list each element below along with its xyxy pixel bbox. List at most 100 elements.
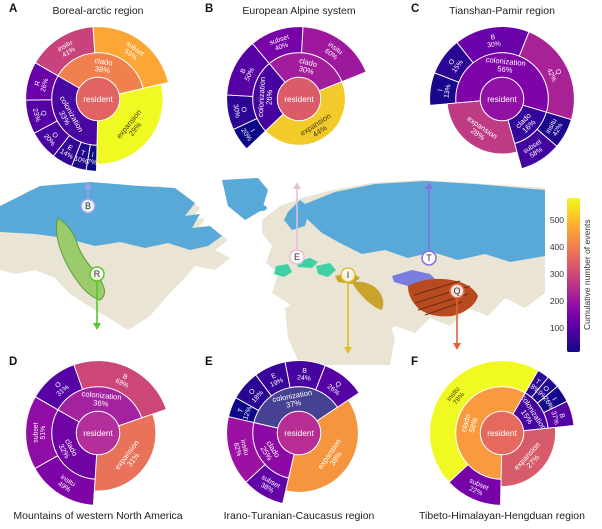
region-boreal-arctic-eurasia <box>300 181 545 262</box>
panel-letter: A <box>9 3 18 15</box>
sunburst-segment-R <box>25 62 59 101</box>
segment-label: B37% <box>549 408 566 425</box>
colorbar-gradient <box>567 198 580 352</box>
center-label: resident <box>487 94 517 104</box>
marker-arrowhead-I <box>344 347 352 354</box>
center-circle <box>276 76 322 122</box>
sunburst-chart-f: colonization15%T18% O19% I26%B37%expansion… <box>429 360 575 506</box>
marker-letter-R: R <box>94 269 101 279</box>
center-circle <box>75 76 121 122</box>
marker-circle-Q <box>449 283 465 299</box>
center-label: resident <box>487 428 517 438</box>
sunburst-chart-e: colonization37%T12%O18%E19%B24%Q26%expan… <box>226 360 360 505</box>
panel-letter: C <box>411 3 420 15</box>
segment-label: T12% <box>236 403 254 421</box>
center-label: resident <box>284 94 314 104</box>
segment-label: Q23% <box>31 106 48 123</box>
sunburst-segment-subset <box>25 396 59 470</box>
sunburst-segment-insitu <box>226 416 266 483</box>
panel-letter: E <box>205 356 213 368</box>
sunburst-segment-subset <box>92 26 170 89</box>
panel-header: A Boreal-arctic region <box>0 0 196 22</box>
colorbar-ticks: 500 400 300 200 100 <box>547 200 567 350</box>
region-boreal-arctic-greenland <box>222 178 268 220</box>
marker-circle-E <box>289 249 305 265</box>
segment-label: E19% <box>266 370 284 389</box>
panel-letter: D <box>9 356 18 368</box>
segment-label: O30% <box>231 102 248 118</box>
segment-label: colonization36% <box>80 389 122 410</box>
center-label: resident <box>83 94 113 104</box>
marker-letter-I: I <box>347 270 350 280</box>
marker-arrowhead-E <box>293 182 301 189</box>
world-map-svg: B R E I T Q <box>0 178 545 365</box>
colorbar: 500 400 300 200 100 Cumulative number of eve… <box>547 198 602 370</box>
sunburst-segment-subset <box>514 128 558 170</box>
colorbar-tick: 200 <box>549 296 564 306</box>
marker-arrowhead-Q <box>453 343 461 350</box>
center-circle <box>276 410 322 456</box>
marker-arrowhead-B <box>84 182 92 189</box>
segment-label: R26% <box>33 76 50 93</box>
panel-title: Irano-Turanian-Caucasus region <box>223 510 375 522</box>
segment-label: clado38% <box>93 56 113 75</box>
panel-header: C Tianshan-Pamir region <box>402 0 602 22</box>
region-tibeto-himalayan-hatch <box>413 280 471 316</box>
marker-letter-T: T <box>426 253 432 263</box>
marker-letter-B: B <box>85 201 91 211</box>
segment-label: I7% <box>87 152 98 167</box>
map-markers: B R E I T Q <box>80 182 465 354</box>
sunburst-segment-insitu <box>429 360 539 483</box>
colorbar-title: Cumulative number of events <box>582 219 592 331</box>
marker-circle-I <box>340 267 356 283</box>
colorbar-tick: 100 <box>549 323 564 333</box>
panel-header: B European Alpine system <box>196 0 402 22</box>
sunburst-segment-B <box>73 360 167 419</box>
marker-letter-Q: Q <box>453 286 460 296</box>
region-boreal-arctic-na <box>0 182 222 250</box>
panel-title: Tibeto-Himalayan-Hengduan region <box>419 510 585 522</box>
panel-european-alpine: B European Alpine system clado30% subset4… <box>196 0 402 180</box>
sunburst-chart-b: clado30%subset40% insitu60%expansion44%co… <box>226 26 367 150</box>
sunburst-chart-a: clado38%insitu41% subset59%expansion29%co… <box>25 26 170 172</box>
center-circle <box>75 410 121 456</box>
segment-label: B24% <box>297 367 312 382</box>
map-land-africa <box>285 298 395 365</box>
panel-title: Tianshan-Pamir region <box>449 5 555 17</box>
segment-label: T10% <box>73 149 90 166</box>
marker-arrowhead-R <box>93 323 101 330</box>
segment-label: clado30% <box>296 56 318 77</box>
sunburst-segment-B <box>226 42 270 97</box>
panel-title: Boreal-arctic region <box>52 5 144 17</box>
marker-letter-E: E <box>294 252 300 262</box>
panel-western-na: D colonization36% O31% B69% expansion31% cla… <box>0 356 196 528</box>
center-circle <box>479 410 525 456</box>
region-boreal-arctic-iceland <box>257 205 267 211</box>
segment-label: subset51% <box>33 422 47 442</box>
sunburst-segment-Q <box>315 364 360 408</box>
marker-circle-B <box>80 198 96 214</box>
marker-circle-T <box>421 250 437 266</box>
colorbar-tick: 400 <box>549 242 564 252</box>
sunburst-chart-d: colonization36%O31%B69%expansion31%clado… <box>25 360 167 506</box>
world-map: B R E I T Q <box>0 178 545 365</box>
sunburst-segment-insitu <box>301 26 367 83</box>
segment-label: I13% <box>436 83 452 99</box>
colorbar-tick: 500 <box>549 215 564 225</box>
panel-tibeto-himalayan: F colonization15% T18% O19% I26% B37% expansi… <box>402 356 602 528</box>
center-circle <box>479 76 525 122</box>
segment-label: clado58% <box>459 413 480 435</box>
panel-letter: B <box>205 3 214 15</box>
panel-tianshan-pamir: C Tianshan-Pamir region colonization56% I… <box>402 0 602 180</box>
panel-letter: F <box>411 356 419 368</box>
segment-label: B30% <box>486 33 502 49</box>
segment-label: colonization26% <box>256 77 275 118</box>
panel-title: European Alpine system <box>242 5 356 17</box>
marker-circle-R <box>89 266 105 282</box>
center-label: resident <box>284 428 314 438</box>
marker-arrowhead-T <box>425 182 433 189</box>
segment-label: colonization56% <box>485 55 527 76</box>
panel-title: Mountains of western North America <box>13 510 183 522</box>
center-label: resident <box>83 428 113 438</box>
